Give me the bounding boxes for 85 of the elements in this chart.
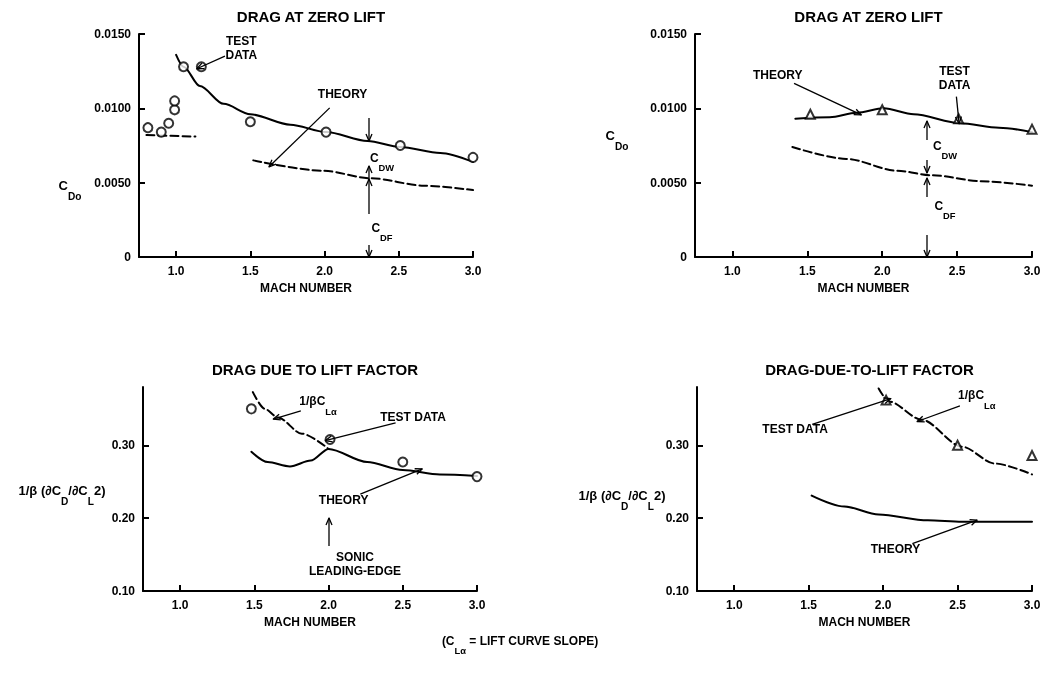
x-axis-title: MACH NUMBER <box>818 614 911 629</box>
text: (CLα = LIFT CURVE SLOPE) <box>441 633 599 656</box>
annotation: SONIC LEADING-EDGE <box>308 550 402 578</box>
y-tick-label: 0.0050 <box>650 175 688 190</box>
point <box>916 415 926 423</box>
line-series <box>877 387 1033 476</box>
annotation: CDF <box>934 198 956 221</box>
annotation: TEST DATA <box>380 410 447 425</box>
point <box>169 95 181 107</box>
x-tick-label: 2.0 <box>320 598 338 612</box>
x-tick-label: 1.5 <box>245 598 263 612</box>
y-axis-title: CDo <box>605 128 629 152</box>
point <box>471 471 483 483</box>
point <box>804 108 816 120</box>
y-tick-label: 0.0150 <box>650 27 688 41</box>
x-tick-label: 3.0 <box>468 598 486 612</box>
point <box>169 104 181 116</box>
point <box>397 456 409 468</box>
chart-title: DRAG AT ZERO LIFT <box>236 8 386 25</box>
annotation: CDF <box>371 220 393 243</box>
x-tick-label: 3.0 <box>1023 264 1041 278</box>
x-tick-label: 2.5 <box>949 598 967 612</box>
x-tick-label: 2.5 <box>390 264 408 278</box>
x-tick-label: 3.0 <box>1023 598 1041 612</box>
x-axis-title: MACH NUMBER <box>264 614 357 629</box>
x-tick-label: 1.0 <box>167 264 185 278</box>
annotation: THEORY <box>870 541 921 556</box>
point <box>320 126 332 138</box>
annotation: THEORY <box>318 492 369 507</box>
annotation: 1/βCLα <box>299 394 338 417</box>
y-tick-label: 0.30 <box>665 438 690 453</box>
point <box>876 104 888 116</box>
x-tick-label: 1.0 <box>725 598 743 612</box>
point <box>163 117 175 129</box>
y-tick-label: 0.0100 <box>94 101 132 116</box>
chart-title: DRAG AT ZERO LIFT <box>794 8 943 25</box>
x-tick-label: 2.0 <box>873 264 891 278</box>
x-tick-label: 1.5 <box>800 598 818 612</box>
point <box>1026 449 1038 461</box>
annotation: CDW <box>932 138 958 161</box>
x-tick-label: 2.0 <box>316 264 334 278</box>
chart-title: DRAG-DUE-TO-LIFT FACTOR <box>765 361 974 378</box>
y-tick-label: 0.0100 <box>650 101 688 116</box>
point <box>394 140 406 151</box>
x-tick-label: 2.5 <box>948 264 966 278</box>
x-tick-label: 2.0 <box>874 598 892 612</box>
point <box>178 61 190 73</box>
y-tick-label: 0.20 <box>665 511 690 526</box>
x-tick-label: 1.0 <box>724 264 742 278</box>
annotation: 1/βCLα <box>958 388 996 411</box>
point <box>467 151 479 163</box>
x-tick-label: 1.5 <box>798 264 816 278</box>
point <box>244 116 256 128</box>
x-axis-title: MACH NUMBER <box>817 280 910 295</box>
y-tick-label: 0.10 <box>111 584 136 598</box>
y-axis-title: 1/β (∂CD/∂CL2) <box>578 488 666 512</box>
y-tick-label: 0.0150 <box>94 27 132 41</box>
point <box>142 122 154 134</box>
x-tick-label: 3.0 <box>464 264 482 278</box>
y-axis-title: 1/β (∂CD/∂CL2) <box>18 483 106 507</box>
y-tick-label: 0 <box>124 250 132 264</box>
x-axis-title: MACH NUMBER <box>260 280 353 295</box>
y-tick-label: 0.0050 <box>94 175 132 190</box>
point <box>853 108 862 116</box>
y-tick-label: 0.20 <box>111 511 136 526</box>
annotation: TEST DATA <box>225 33 258 62</box>
y-tick-label: 0.10 <box>665 584 690 598</box>
chart-title: DRAG DUE TO LIFT FACTOR <box>211 361 419 378</box>
annotation: THEORY <box>317 87 368 102</box>
point <box>155 126 167 138</box>
y-tick-label: 0.30 <box>111 438 136 453</box>
point <box>952 439 964 451</box>
annotation: THEORY <box>752 67 803 82</box>
x-tick-label: 1.0 <box>171 598 189 612</box>
annotation: TEST DATA <box>938 63 971 92</box>
point <box>245 403 257 415</box>
annotation: TEST DATA <box>762 422 829 437</box>
x-tick-label: 2.5 <box>394 598 412 612</box>
line-series <box>810 494 1033 523</box>
annotation: CDW <box>369 150 395 173</box>
point <box>1026 123 1038 135</box>
y-axis-title: CDo <box>58 178 82 202</box>
y-tick-label: 0 <box>680 250 688 264</box>
point <box>272 413 282 421</box>
x-tick-label: 1.5 <box>241 264 259 278</box>
